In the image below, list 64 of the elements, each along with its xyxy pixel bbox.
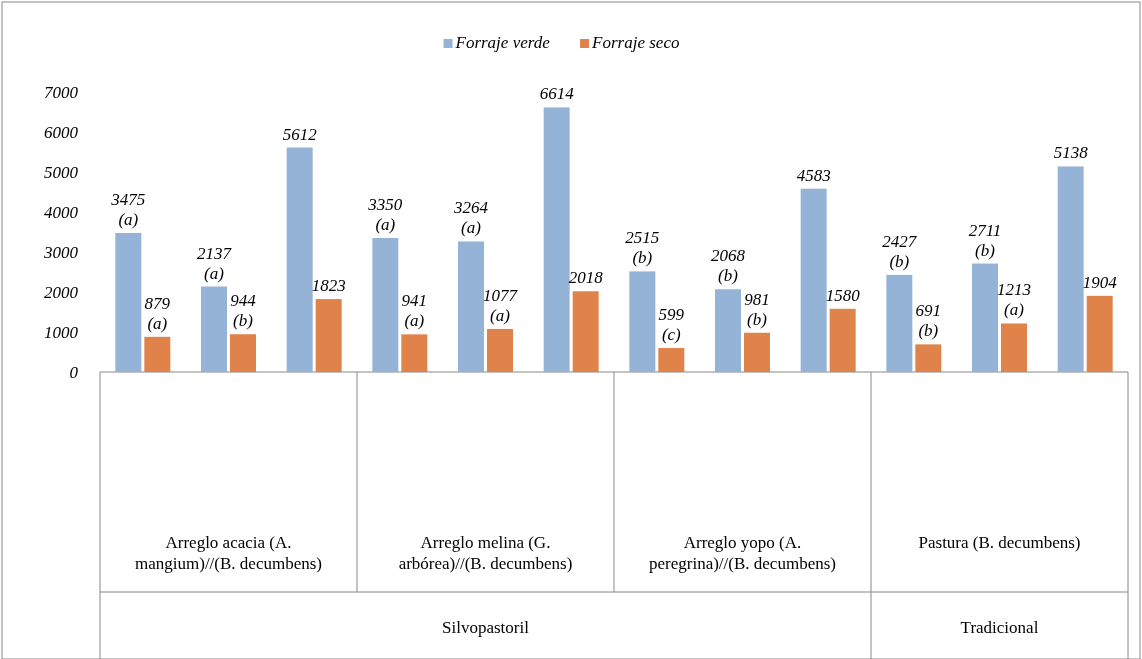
bar xyxy=(487,328,513,372)
data-label: 941 (a) xyxy=(401,291,428,331)
data-label: 2427 (b) xyxy=(882,231,918,271)
data-label: 1904 xyxy=(1082,272,1118,292)
data-label: 4583 xyxy=(796,165,831,185)
y-tick-label: 2000 xyxy=(44,283,79,302)
data-label: 6614 xyxy=(539,84,575,104)
bar xyxy=(572,291,599,372)
data-label: 1580 xyxy=(825,285,861,305)
bar xyxy=(1086,295,1113,372)
data-label: 599 (c) xyxy=(658,305,685,345)
data-label: 3264 (a) xyxy=(453,198,489,238)
y-tick-label: 7000 xyxy=(44,83,79,102)
text: Pastura (B. decumbens) xyxy=(918,533,1081,552)
legend-label: Forraje seco xyxy=(591,33,680,52)
bar xyxy=(658,348,685,372)
y-tick-label: 3000 xyxy=(43,243,79,262)
bar xyxy=(915,344,942,372)
text: Arreglo acacia (A. mangium)//(B. decumbens) xyxy=(135,533,322,573)
data-label: 1823 xyxy=(311,276,346,296)
data-label: 2515 (b) xyxy=(625,228,660,268)
data-label: 1077 (a) xyxy=(483,285,519,325)
data-label: 691 (b) xyxy=(915,301,942,341)
y-tick-label: 5000 xyxy=(44,163,79,182)
bar xyxy=(715,289,741,372)
data-label: 981 (b) xyxy=(744,289,770,329)
bar xyxy=(201,286,227,372)
y-tick-label: 6000 xyxy=(44,123,79,142)
legend-label: Forraje verde xyxy=(454,33,551,52)
text: Arreglo yopo (A. peregrina)//(B. decumbens) xyxy=(649,533,836,573)
bar xyxy=(144,336,171,372)
data-label: 2711 (b) xyxy=(968,220,1002,260)
bar xyxy=(543,107,570,372)
bar xyxy=(1057,166,1084,372)
bar xyxy=(115,233,142,372)
y-tick-label: 0 xyxy=(69,363,79,382)
data-label: 1213 (a) xyxy=(997,280,1031,320)
data-label: 944 (b) xyxy=(230,291,257,331)
data-label: 879 (a) xyxy=(144,293,171,333)
bar xyxy=(744,332,770,372)
bar xyxy=(230,334,256,372)
data-label: 3350 (a) xyxy=(367,195,403,234)
data-label: 5612 xyxy=(282,124,318,144)
y-tick-label: 4000 xyxy=(44,203,79,222)
bar xyxy=(458,241,484,372)
text: Arreglo melina (G. arbórea)//(B. decumbens) xyxy=(398,533,573,573)
text: Tradicional xyxy=(960,618,1039,637)
bar xyxy=(800,188,827,372)
y-tick-label: 1000 xyxy=(44,323,79,342)
bar xyxy=(1001,323,1027,372)
bar xyxy=(372,238,399,372)
bar xyxy=(629,271,656,372)
bar xyxy=(286,147,313,372)
bar xyxy=(829,308,856,372)
bar xyxy=(401,334,428,372)
data-label: 2068 (b) xyxy=(711,246,746,286)
data-label: 3475 (a) xyxy=(110,190,146,229)
data-label: 2018 xyxy=(568,268,604,288)
bar xyxy=(886,274,913,372)
bar xyxy=(972,263,998,372)
bar xyxy=(315,299,342,372)
data-label: 5138 xyxy=(1053,143,1089,163)
text: Silvopastoril xyxy=(442,618,530,637)
data-label: 2137 (a) xyxy=(197,243,233,283)
